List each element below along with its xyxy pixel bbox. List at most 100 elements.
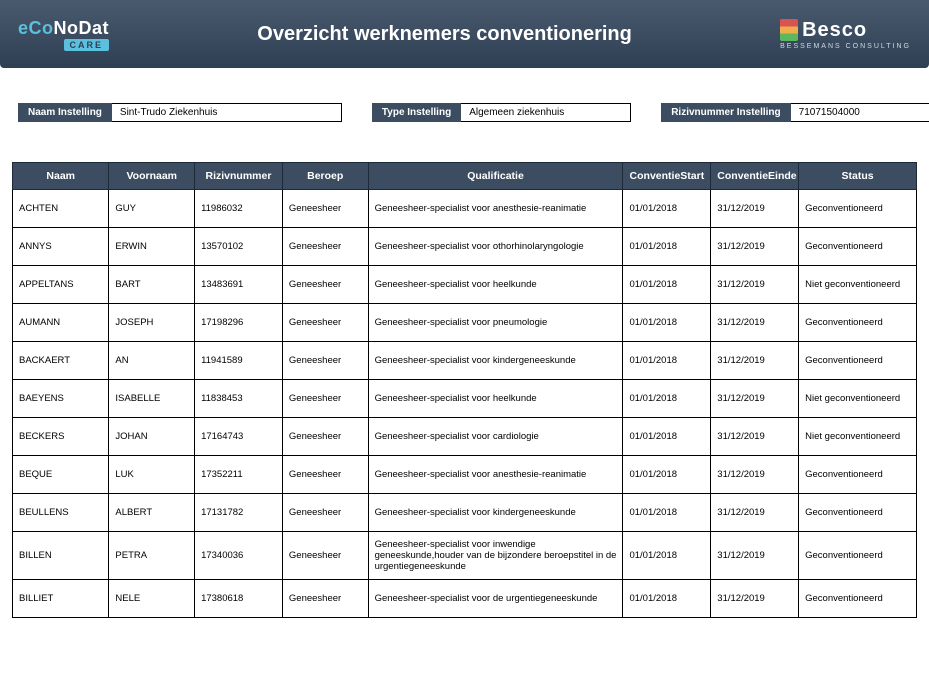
cell-beroep: Geneesheer [282, 380, 368, 418]
filter-type-instelling: Type Instelling [372, 103, 631, 122]
filter-riziv-input[interactable] [791, 103, 929, 122]
cell-riziv: 13570102 [195, 228, 283, 266]
cell-naam: BILLIET [13, 580, 109, 618]
col-voornaam[interactable]: Voornaam [109, 163, 195, 190]
cell-voornaam: LUK [109, 456, 195, 494]
cell-status: Niet geconventioneerd [799, 380, 917, 418]
employee-table: Naam Voornaam Rizivnummer Beroep Qualifi… [12, 162, 917, 618]
cell-voornaam: BART [109, 266, 195, 304]
table-row[interactable]: BILLENPETRA17340036GeneesheerGeneesheer-… [13, 532, 917, 580]
cell-naam: BAEYENS [13, 380, 109, 418]
cell-einde: 31/12/2019 [711, 456, 799, 494]
table-row[interactable]: BEQUELUK17352211GeneesheerGeneesheer-spe… [13, 456, 917, 494]
col-naam[interactable]: Naam [13, 163, 109, 190]
table-body: ACHTENGUY11986032GeneesheerGeneesheer-sp… [13, 190, 917, 618]
cell-qual: Geneesheer-specialist voor de urgentiege… [368, 580, 623, 618]
table-row[interactable]: BACKAERTAN11941589GeneesheerGeneesheer-s… [13, 342, 917, 380]
cell-voornaam: ALBERT [109, 494, 195, 532]
page-title: Overzicht werknemers conventionering [109, 23, 780, 46]
cell-einde: 31/12/2019 [711, 228, 799, 266]
cell-riziv: 17164743 [195, 418, 283, 456]
table-row[interactable]: BILLIETNELE17380618GeneesheerGeneesheer-… [13, 580, 917, 618]
cell-riziv: 17340036 [195, 532, 283, 580]
cell-start: 01/01/2018 [623, 456, 711, 494]
cell-voornaam: ISABELLE [109, 380, 195, 418]
cell-beroep: Geneesheer [282, 456, 368, 494]
logo-econodat-text: eCoNoDat [18, 18, 109, 39]
cell-voornaam: AN [109, 342, 195, 380]
cell-voornaam: JOHAN [109, 418, 195, 456]
cell-einde: 31/12/2019 [711, 380, 799, 418]
filter-type-input[interactable] [461, 103, 631, 122]
cell-status: Geconventioneerd [799, 228, 917, 266]
cell-status: Niet geconventioneerd [799, 418, 917, 456]
cell-beroep: Geneesheer [282, 580, 368, 618]
cell-status: Geconventioneerd [799, 532, 917, 580]
cell-einde: 31/12/2019 [711, 266, 799, 304]
cell-status: Niet geconventioneerd [799, 266, 917, 304]
cell-qual: Geneesheer-specialist voor pneumologie [368, 304, 623, 342]
cell-start: 01/01/2018 [623, 342, 711, 380]
table-header-row: Naam Voornaam Rizivnummer Beroep Qualifi… [13, 163, 917, 190]
cell-riziv: 11838453 [195, 380, 283, 418]
cell-status: Geconventioneerd [799, 342, 917, 380]
cell-einde: 31/12/2019 [711, 418, 799, 456]
cell-status: Geconventioneerd [799, 190, 917, 228]
cell-riziv: 17198296 [195, 304, 283, 342]
filter-riziv-instelling: Rizivnummer Instelling [661, 103, 929, 122]
table-row[interactable]: BECKERSJOHAN17164743GeneesheerGeneesheer… [13, 418, 917, 456]
cell-riziv: 17131782 [195, 494, 283, 532]
cell-naam: BEQUE [13, 456, 109, 494]
cell-beroep: Geneesheer [282, 342, 368, 380]
cell-beroep: Geneesheer [282, 532, 368, 580]
header-bar: eCoNoDat CARE Overzicht werknemers conve… [0, 0, 929, 68]
cell-start: 01/01/2018 [623, 580, 711, 618]
cell-riziv: 13483691 [195, 266, 283, 304]
cell-qual: Geneesheer-specialist voor cardiologie [368, 418, 623, 456]
employee-table-wrap: Naam Voornaam Rizivnummer Beroep Qualifi… [0, 122, 929, 618]
table-row[interactable]: ANNYSERWIN13570102GeneesheerGeneesheer-s… [13, 228, 917, 266]
cell-naam: AUMANN [13, 304, 109, 342]
cell-start: 01/01/2018 [623, 418, 711, 456]
cell-naam: BECKERS [13, 418, 109, 456]
besco-text: Besco [802, 19, 867, 42]
cell-qual: Geneesheer-specialist voor heelkunde [368, 380, 623, 418]
col-status[interactable]: Status [799, 163, 917, 190]
cell-beroep: Geneesheer [282, 418, 368, 456]
cell-riziv: 11941589 [195, 342, 283, 380]
cell-qual: Geneesheer-specialist voor kindergeneesk… [368, 342, 623, 380]
cell-naam: BEULLENS [13, 494, 109, 532]
filter-row: Naam Instelling Type Instelling Rizivnum… [0, 68, 929, 122]
cell-status: Geconventioneerd [799, 580, 917, 618]
cell-naam: BILLEN [13, 532, 109, 580]
cell-voornaam: GUY [109, 190, 195, 228]
cell-beroep: Geneesheer [282, 228, 368, 266]
table-row[interactable]: BEULLENSALBERT17131782GeneesheerGeneeshe… [13, 494, 917, 532]
cell-start: 01/01/2018 [623, 228, 711, 266]
besco-subtext: BESSEMANS CONSULTING [780, 43, 911, 50]
cell-naam: APPELTANS [13, 266, 109, 304]
col-conventiestart[interactable]: ConventieStart [623, 163, 711, 190]
cell-start: 01/01/2018 [623, 494, 711, 532]
col-conventieeinde[interactable]: ConventieEinde [711, 163, 799, 190]
cell-riziv: 11986032 [195, 190, 283, 228]
table-row[interactable]: BAEYENSISABELLE11838453GeneesheerGeneesh… [13, 380, 917, 418]
table-row[interactable]: APPELTANSBART13483691GeneesheerGeneeshee… [13, 266, 917, 304]
cell-qual: Geneesheer-specialist voor heelkunde [368, 266, 623, 304]
col-beroep[interactable]: Beroep [282, 163, 368, 190]
logo-care-badge: CARE [64, 39, 110, 51]
table-row[interactable]: ACHTENGUY11986032GeneesheerGeneesheer-sp… [13, 190, 917, 228]
cell-riziv: 17380618 [195, 580, 283, 618]
cell-qual: Geneesheer-specialist voor anesthesie-re… [368, 190, 623, 228]
filter-naam-input[interactable] [112, 103, 342, 122]
cell-qual: Geneesheer-specialist voor inwendige gen… [368, 532, 623, 580]
cell-naam: ACHTEN [13, 190, 109, 228]
cell-beroep: Geneesheer [282, 266, 368, 304]
cell-status: Geconventioneerd [799, 304, 917, 342]
cell-qual: Geneesheer-specialist voor kindergeneesk… [368, 494, 623, 532]
table-row[interactable]: AUMANNJOSEPH17198296GeneesheerGeneesheer… [13, 304, 917, 342]
filter-riziv-label: Rizivnummer Instelling [661, 103, 790, 122]
col-rizivnummer[interactable]: Rizivnummer [195, 163, 283, 190]
col-qualificatie[interactable]: Qualificatie [368, 163, 623, 190]
cell-voornaam: PETRA [109, 532, 195, 580]
